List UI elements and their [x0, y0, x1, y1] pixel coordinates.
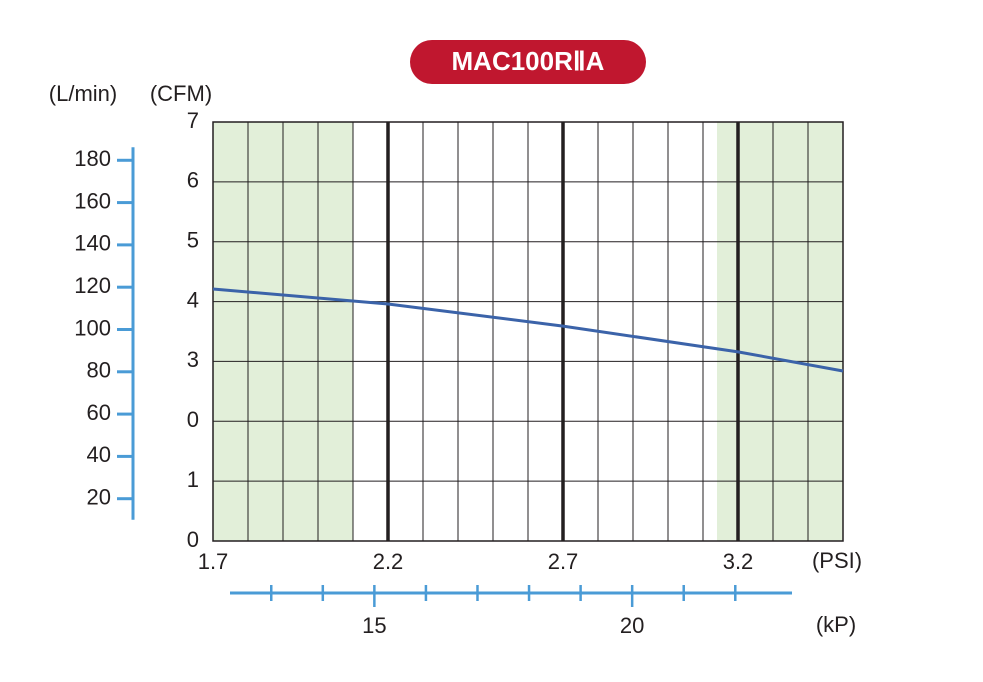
y-tick-label: 7 — [187, 108, 199, 133]
y2-axis-label: (L/min) — [49, 81, 117, 106]
plot-frame — [212, 121, 844, 542]
y-tick-label: 0 — [187, 407, 199, 432]
y-tick-label: 0 — [187, 527, 199, 552]
y2-tick-label: 60 — [87, 400, 111, 425]
y-tick-label: 4 — [187, 287, 199, 312]
y-axis-label: (CFM) — [150, 81, 212, 106]
x-tick-label: 2.7 — [548, 549, 579, 574]
chart-title: MAC100RⅡA — [452, 46, 605, 76]
y-tick-label: 5 — [187, 228, 199, 253]
x2-tick-label: 20 — [620, 613, 644, 638]
title-badge — [410, 40, 646, 84]
y-tick-label: 3 — [187, 347, 199, 372]
x-tick-label: 3.2 — [723, 549, 754, 574]
y-tick-label: 6 — [187, 168, 199, 193]
y2-tick-label: 40 — [87, 442, 111, 467]
y2-tick-label: 120 — [74, 273, 111, 298]
x-tick-label: 2.2 — [373, 549, 404, 574]
y-tick-label: 1 — [187, 467, 199, 492]
shaded-range — [717, 122, 843, 541]
y2-tick-label: 100 — [74, 315, 111, 340]
y2-tick-label: 140 — [74, 231, 111, 256]
x2-tick-label: 15 — [362, 613, 386, 638]
x-tick-label: 1.7 — [198, 549, 229, 574]
y2-tick-label: 160 — [74, 188, 111, 213]
x2-axis-label: (kP) — [816, 612, 856, 637]
y2-tick-label: 180 — [74, 146, 111, 171]
x-axis-label: (PSI) — [812, 548, 862, 573]
data-line — [212, 287, 844, 373]
y2-tick-label: 20 — [87, 485, 111, 510]
y2-tick-label: 80 — [87, 358, 111, 383]
